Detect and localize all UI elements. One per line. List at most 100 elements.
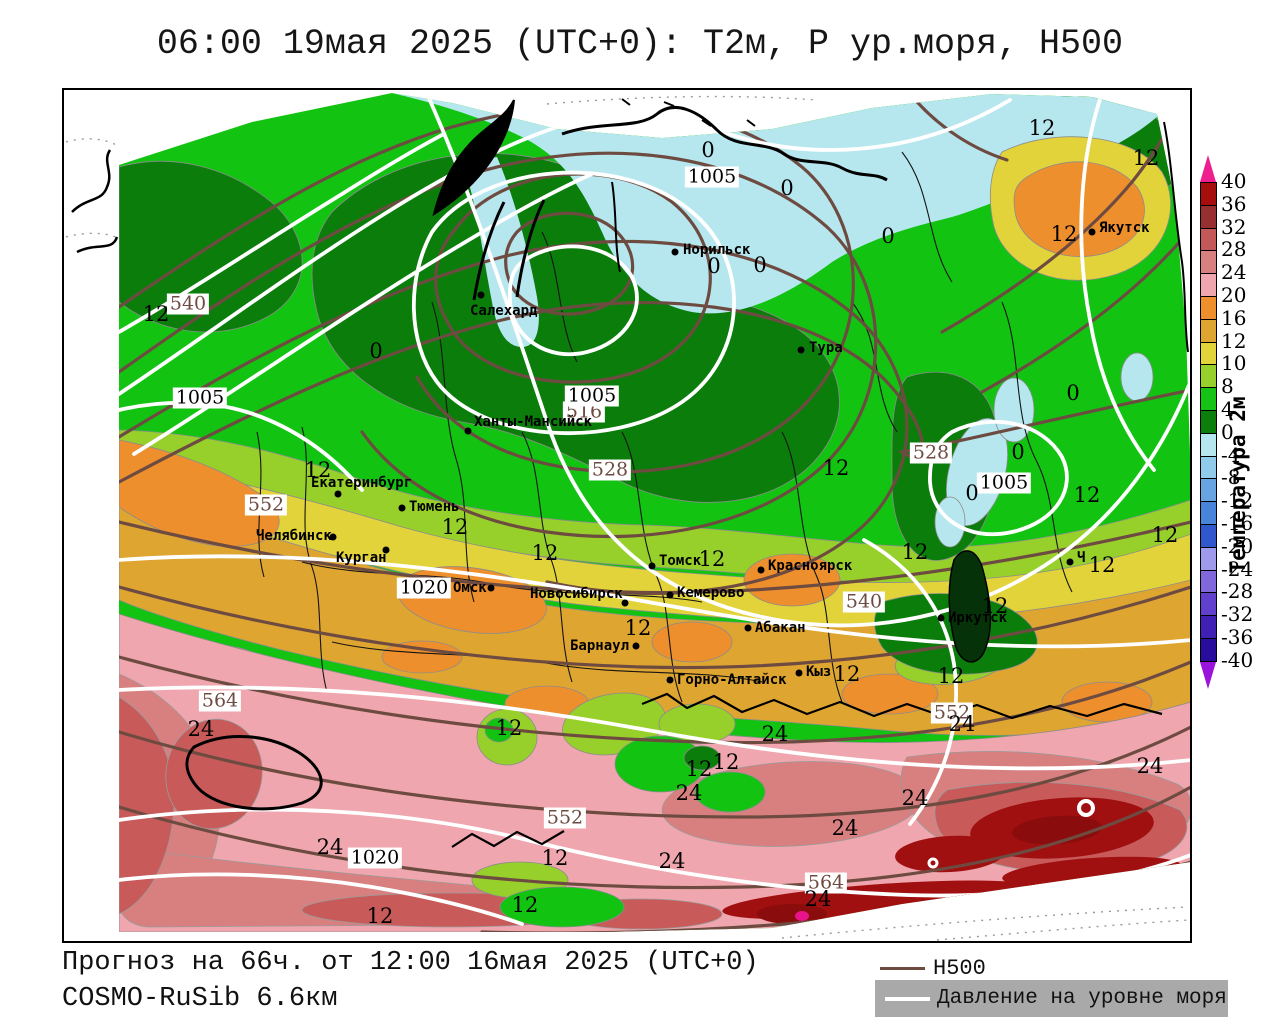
colorbar-tick: -28 [1221,579,1254,604]
colorbar-tick: 20 [1221,282,1247,307]
colorbar-swatch [1200,638,1217,662]
city-label: Томск [659,553,702,569]
temperature-contour-label: 12 [937,664,965,688]
colorbar-swatch [1200,364,1217,389]
temperature-contour-label: 12 [511,893,539,917]
h500-contour-label: 528 [909,442,953,464]
colorbar-tick: 8 [1221,373,1234,398]
colorbar-tick: 36 [1221,191,1247,216]
city-label: Тура [809,340,843,356]
h500-contour-label: 564 [804,872,848,894]
temperature-contour-label: 12 [541,846,569,870]
city-label: Красноярск [768,558,853,574]
colorbar-tick: -8 [1221,465,1241,490]
city-label: Салехард [470,303,538,319]
city-dot [398,504,406,512]
city-dot [666,676,674,684]
city-dot [648,562,656,570]
city-dot [334,490,342,498]
city-label: Абакан [755,620,806,636]
graticule-dots [65,95,1190,941]
city-label: Норильск [683,242,751,258]
temperature-contour-label: 0 [369,339,383,363]
city-label: Екатеринбург [311,475,413,491]
colorbar-tick: -16 [1221,510,1254,535]
city-label: Омск [453,580,487,596]
city-dot [795,669,803,677]
h500-contour-label: 552 [244,494,288,516]
city-label: Горно-Алтайск [677,672,787,688]
temperature-contour-label: 24 [831,816,859,840]
h500-contour-label: 528 [588,459,632,481]
h500-contour-label: 564 [198,690,242,712]
temperature-contour-label: 12 [698,547,726,571]
colorbar-swatch [1200,501,1217,525]
colorbar-tick: -32 [1221,601,1254,626]
h500-contours [119,93,1190,932]
lake-baikal [948,550,992,663]
temperature-contour-label: 12 [822,456,850,480]
colorbar-swatch [1200,615,1217,639]
temperature-contour-label: 24 [948,712,976,736]
temperature-contour-label: 12 [1050,222,1078,246]
city-dot [632,642,640,650]
temperature-contour-label: 24 [901,786,929,810]
temperature-contour-label: 24 [187,717,215,741]
colorbar-swatch [1200,273,1217,297]
colorbar-swatch [1200,227,1217,252]
temperature-contour-label: 24 [675,781,703,805]
pressure-contour-label: 1005 [564,385,620,407]
temperature-contour-label: 12 [1028,116,1056,140]
pressure-contour-label: 1005 [976,472,1032,494]
temperature-contour-label: 24 [804,887,832,911]
colorbar-swatch [1200,478,1217,503]
temperature-contour-label: 24 [316,835,344,859]
temperature-contour-label: 0 [753,253,767,277]
colorbar-tick: 12 [1221,328,1247,353]
map-panel: 540 552 564 516 528 528 540 552 552 564 1005 1005 10… [62,88,1192,943]
h500-legend-label: H500 [933,956,986,981]
temperature-contour-label: 0 [707,254,721,278]
temperature-contour-label: 12 [531,541,559,565]
colorbar-swatch [1200,387,1217,411]
city-label: Кемерово [677,585,745,601]
city-label: Тюмень [409,499,460,515]
map-overlay: 540 552 564 516 528 528 540 552 552 564 1005 1005 10… [64,90,1190,941]
city-dot [329,533,337,541]
city-label: Челябинск [256,528,332,544]
city-dot [477,291,485,299]
colorbar-tick: 16 [1221,305,1247,330]
legend-h500: H500 [880,956,1190,981]
colorbar-swatch [1200,432,1217,457]
coastlines [71,98,1189,353]
city-dot [797,346,805,354]
city-dot [937,614,945,622]
city-dot [382,546,390,554]
pressure-line-sample [885,997,930,1001]
colorbar-tick: 40 [1221,168,1247,193]
colorbar-swatch [1200,546,1217,571]
city-dot [487,584,495,592]
colorbar-swatch [1200,296,1217,320]
city-dot [666,591,674,599]
city-label: Ханты-Мансийск [474,414,593,430]
colorbar-swatch [1200,455,1217,480]
temperature-contour-label: 0 [881,224,895,248]
colorbar-arrow-down [1200,661,1216,689]
city-dot [464,427,472,435]
forecast-info: Прогноз на 66ч. от 12:00 16мая 2025 (UTC… [62,948,759,978]
temperature-contour-label: 12 [1073,483,1101,507]
colorbar-swatch [1200,524,1217,548]
colorbar-title: Температура 2м [1226,396,1250,574]
city-dot [757,566,765,574]
temperature-contour-label: 12 [1132,146,1160,170]
national-borders [185,692,1163,848]
h500-contour-label: 552 [543,807,587,829]
colorbar-tick: 4 [1221,396,1234,421]
city-dot [671,248,679,256]
city-dot [1066,558,1074,566]
temperature-contour-label: 12 [833,662,861,686]
temperature-contour-label: 0 [780,176,794,200]
city-label: Новосибирск [530,586,623,602]
